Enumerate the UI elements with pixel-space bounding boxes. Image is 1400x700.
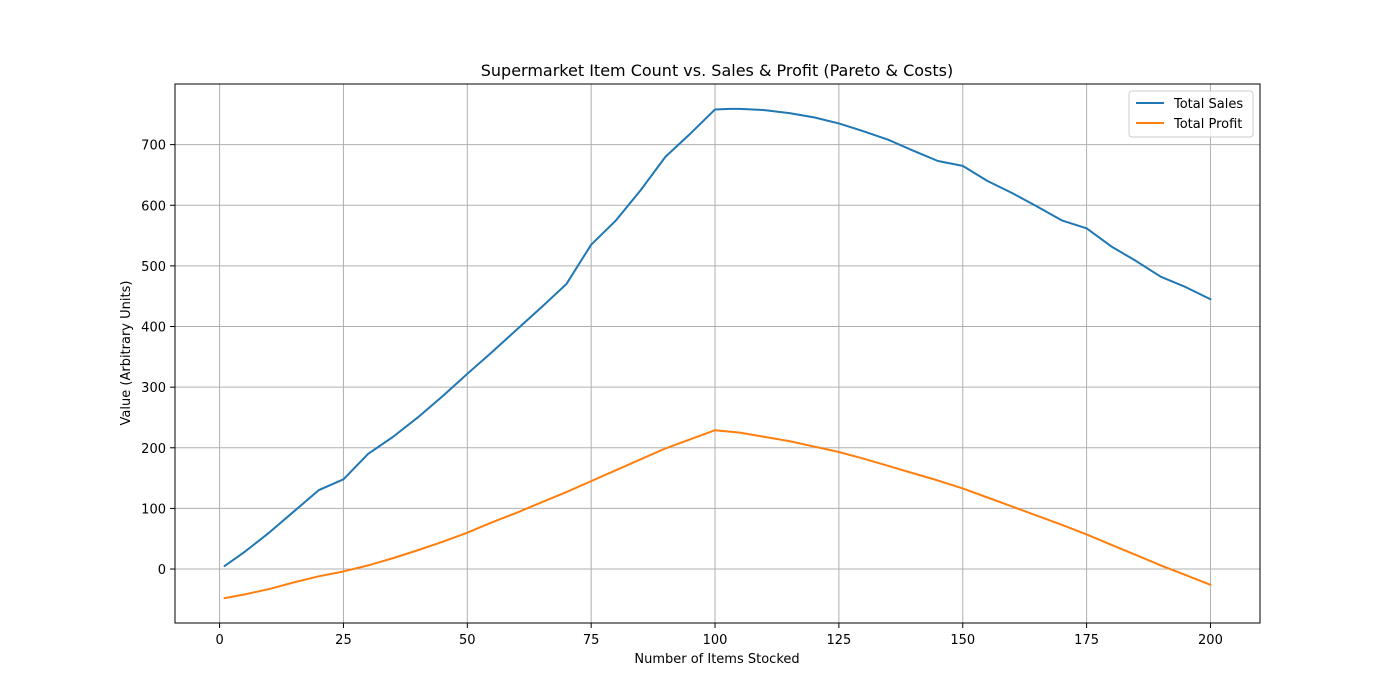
legend: Total Sales Total Profit (1128, 90, 1254, 138)
y-tick-label: 600 (141, 199, 166, 214)
y-axis: 0 100 200 300 400 500 600 700 (141, 139, 175, 578)
y-tick-label: 400 (141, 321, 166, 336)
y-tick-label: 300 (141, 381, 166, 396)
y-axis-label: Value (Arbitrary Units) (119, 281, 134, 426)
x-tick-label: 25 (335, 633, 352, 648)
x-axis: 0 25 50 75 100 125 150 175 200 (215, 623, 1223, 648)
x-tick-label: 200 (1198, 633, 1223, 648)
x-tick-label: 100 (703, 633, 728, 648)
legend-label-total-profit: Total Profit (1173, 117, 1242, 132)
y-tick-label: 200 (141, 442, 166, 457)
x-tick-label: 175 (1074, 633, 1099, 648)
series-line-total-profit (223, 429, 1212, 600)
y-tick-label: 500 (141, 260, 166, 275)
x-tick-label: 75 (583, 633, 600, 648)
plot-frame (174, 83, 1261, 624)
x-tick-label: 150 (950, 633, 975, 648)
x-tick-label: 50 (459, 633, 476, 648)
y-tick-label: 700 (141, 139, 166, 154)
y-tick-label: 100 (141, 502, 166, 517)
x-axis-label: Number of Items Stocked (634, 652, 799, 667)
x-tick-label: 125 (826, 633, 851, 648)
series-line-total-sales (223, 107, 1212, 568)
series-layer (223, 107, 1212, 600)
x-tick-label: 0 (215, 633, 223, 648)
grid (175, 84, 1260, 623)
chart-title: Supermarket Item Count vs. Sales & Profi… (481, 61, 954, 80)
legend-label-total-sales: Total Sales (1173, 97, 1243, 112)
y-tick-label: 0 (158, 563, 166, 578)
plot-area (175, 84, 1260, 623)
